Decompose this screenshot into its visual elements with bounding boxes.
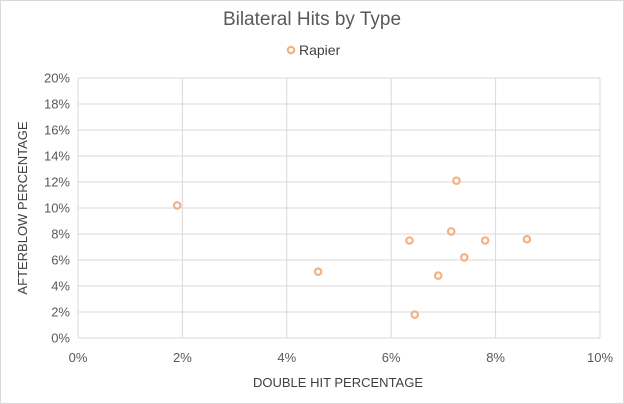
- y-tick-labels: 0% 2% 4% 6% 8% 10% 12% 14% 16% 18% 20%: [44, 71, 70, 346]
- y-tick-label: 18%: [44, 97, 70, 112]
- x-tick-label: 0%: [69, 350, 88, 365]
- y-tick-label: 6%: [51, 253, 70, 268]
- y-tick-label: 16%: [44, 123, 70, 138]
- legend-marker: [286, 45, 296, 55]
- y-tick-label: 4%: [51, 279, 70, 294]
- y-tick-label: 12%: [44, 175, 70, 190]
- x-tick-label: 2%: [173, 350, 192, 365]
- y-tick-label: 0%: [51, 331, 70, 346]
- data-point: [446, 227, 456, 236]
- data-point: [480, 236, 490, 245]
- y-tick-label: 20%: [44, 71, 70, 86]
- data-point: [405, 236, 414, 245]
- x-tick-label: 8%: [486, 350, 505, 365]
- data-point: [313, 267, 323, 277]
- x-tick-label: 6%: [382, 350, 401, 365]
- data-point: [459, 253, 469, 262]
- x-tick-label: 10%: [587, 350, 613, 365]
- chart-title: Bilateral Hits by Type: [223, 9, 401, 30]
- legend-label-rapier: Rapier: [299, 42, 341, 58]
- y-tick-label: 2%: [51, 305, 70, 320]
- x-tick-label: 4%: [277, 350, 296, 365]
- data-point: [172, 201, 182, 210]
- data-point: [452, 176, 461, 186]
- data-point: [522, 234, 532, 244]
- x-tick-labels: 0% 2% 4% 6% 8% 10%: [69, 350, 614, 365]
- legend: Rapier: [286, 42, 341, 58]
- data-point: [410, 310, 419, 319]
- gridlines: [77, 77, 601, 339]
- y-tick-label: 10%: [44, 201, 70, 216]
- y-axis-label: AFTERBLOW PERCENTAGE: [15, 121, 30, 294]
- y-tick-label: 8%: [51, 227, 70, 242]
- data-points: [172, 176, 532, 319]
- x-axis-label: DOUBLE HIT PERCENTAGE: [253, 375, 423, 390]
- y-tick-label: 14%: [44, 149, 70, 164]
- data-point: [433, 271, 443, 280]
